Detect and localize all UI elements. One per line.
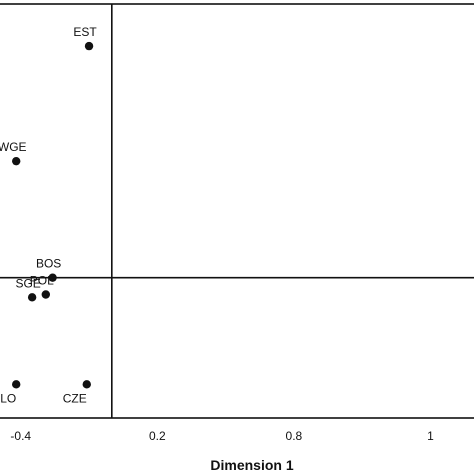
point-est <box>84 41 94 51</box>
point-label: BOS <box>36 257 61 271</box>
point-label: WGE <box>0 140 27 154</box>
x-tick-label: 0.8 <box>286 429 303 443</box>
plot-frame <box>0 3 474 419</box>
x-axis-title: Dimension 1 <box>210 457 293 473</box>
point-label: SLO <box>0 391 16 405</box>
point-sge <box>27 293 37 302</box>
point-wge <box>12 156 21 166</box>
point-pol <box>41 290 50 299</box>
plot-border <box>0 3 474 419</box>
x-tick-label: -0.4 <box>10 429 31 443</box>
point-label: POL <box>30 274 54 288</box>
point-cze <box>82 380 91 389</box>
point-label: EST <box>73 25 97 39</box>
x-tick-label: 0.2 <box>149 429 166 443</box>
x-tick-label: 1 <box>427 429 434 443</box>
point-slo <box>12 380 21 389</box>
x-axis-ticks: -0.4 0.2 0.8 1 <box>10 429 434 443</box>
point-label: CZE <box>63 391 87 405</box>
point-label: SGE <box>15 276 40 290</box>
point-bos <box>48 273 57 282</box>
